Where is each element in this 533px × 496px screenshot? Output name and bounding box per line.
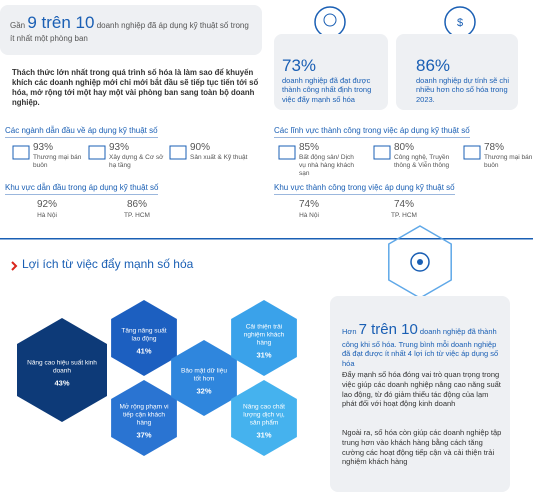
section-title: Khu vực thành công trong việc áp dụng kỹ… <box>274 183 455 195</box>
header-highlight: 9 trên 10 <box>27 13 95 32</box>
item-value: 92% <box>36 199 57 210</box>
benefit-label: Cải thiện trải nghiệm khách hàng <box>243 323 285 347</box>
stat-box <box>396 34 518 110</box>
benefit-value: 41% <box>136 346 152 356</box>
benefit: Nâng cao hiệu suất kinh doanh 43% <box>27 360 97 389</box>
summary-highlight: 7 trên 10 <box>358 321 418 338</box>
item-label: Bất động sản/ Dịch vụ nhà hàng khách sạn <box>299 154 354 177</box>
sector-icon <box>88 145 106 160</box>
item-value: 93% <box>109 142 130 153</box>
header-box <box>0 5 262 55</box>
item-label: Hà Nội <box>37 212 57 219</box>
sector-icon <box>463 145 481 160</box>
header-body: doanh nghiệp đã áp dụng kỹ thuật số tron… <box>10 21 249 44</box>
header-text: Gần 9 trên 10 doanh nghiệp đã áp dụng kỹ… <box>10 12 255 44</box>
stat-value: 73% <box>282 56 317 75</box>
benefit-label: Mở rộng phạm vi tiếp cận khách hàng <box>119 403 169 427</box>
summary-body: doanh nghiệp đã thành công khi số hóa. T… <box>342 327 499 368</box>
divider <box>0 238 533 240</box>
item-value: 90% <box>190 142 211 153</box>
item-label: Thương mại bán buôn <box>484 154 533 169</box>
benefit-value: 32% <box>196 386 212 396</box>
section-title: Các ngành dẫn đầu về áp dụng kỹ thuật số <box>5 126 158 138</box>
item-value: 74% <box>298 199 319 210</box>
item-label: Thương mại bán buôn <box>33 154 82 169</box>
header-prefix: Gần <box>10 21 26 30</box>
benefit-label: Tăng năng suất lao động <box>121 327 167 343</box>
sector-icon <box>169 145 187 160</box>
item-label: TP. HCM <box>124 212 150 219</box>
item-label: TP. HCM <box>391 212 417 219</box>
benefit: Cải thiện trải nghiệm khách hàng 31% <box>238 324 289 361</box>
chevron <box>11 261 18 271</box>
sector-icon <box>373 145 391 160</box>
paragraph: Đẩy mạnh số hóa đóng vai trò quan trọng … <box>342 370 501 409</box>
stat: 86% doanh nghiệp dự tính sẽ chi nhiều hơ… <box>416 56 512 104</box>
section-title: Khu vực dẫn đầu trong áp dụng kỹ thuật s… <box>5 183 159 195</box>
benefit-label: Nâng cao chất lượng dịch vụ, sản phẩm <box>243 403 285 427</box>
benefit-hexagon <box>231 300 297 376</box>
benefit: Mở rộng phạm vi tiếp cận khách hàng 37% <box>118 404 169 441</box>
benefit: Nâng cao chất lượng dịch vụ, sản phẩm 31% <box>238 404 289 441</box>
item-value: 86% <box>126 199 147 210</box>
benefit-label: Bảo mật dữ liệu tốt hơn <box>181 367 227 383</box>
section-title: Các lĩnh vực thành công trong việc áp dụ… <box>274 126 470 138</box>
benefit-label: Nâng cao hiệu suất kinh doanh <box>27 359 97 375</box>
summary-prefix: Hơn <box>342 327 357 336</box>
item-value: 80% <box>394 142 415 153</box>
benefit: Tăng năng suất lao động 41% <box>118 328 169 357</box>
item-label: Sản xuất & Kỹ thuật <box>190 154 248 161</box>
benefit-value: 31% <box>256 431 272 440</box>
item-label: Xây dựng & Cơ sở hạ tầng <box>109 154 164 169</box>
gear-icon <box>417 259 423 265</box>
money-icon: $ <box>457 17 463 29</box>
paragraph: Ngoài ra, số hóa còn giúp các doanh nghi… <box>342 428 502 467</box>
stat-text: doanh nghiệp dự tính sẽ chi nhiều hơn ch… <box>416 76 510 104</box>
stat: 73% doanh nghiệp đã đạt được thành công … <box>282 56 382 104</box>
gear-icon <box>410 252 430 272</box>
sector-icon <box>12 145 30 160</box>
benefit: Bảo mật dữ liệu tốt hơn 32% <box>178 368 229 397</box>
stat-box <box>274 34 388 110</box>
benefit-hexagon <box>231 380 297 456</box>
summary-box <box>330 296 510 492</box>
medal-icon <box>314 6 346 38</box>
challenge-text: Thách thức lớn nhất trong quá trình số h… <box>12 68 259 108</box>
item-value: 78% <box>484 142 505 153</box>
sector-icon <box>278 145 296 160</box>
medal-icon <box>323 13 337 27</box>
item-value: 85% <box>299 142 320 153</box>
stat-value: 86% <box>416 56 451 75</box>
benefit-hexagon <box>111 300 177 376</box>
benefit-value: 31% <box>256 351 272 360</box>
item-value: 93% <box>33 142 54 153</box>
summary: Hơn 7 trên 10 doanh nghiệp đã thành công… <box>342 320 502 369</box>
benefit-hexagon <box>17 318 107 422</box>
benefit-hexagon <box>171 340 237 416</box>
benefit-hexagon <box>111 380 177 456</box>
benefit-value: 37% <box>136 431 152 440</box>
item-value: 74% <box>393 199 414 210</box>
benefit-value: 43% <box>54 378 70 388</box>
stat-text: doanh nghiệp đã đạt được thành công nhất… <box>282 76 372 104</box>
item-label: Hà Nội <box>299 212 319 219</box>
item-label: Công nghệ, Truyền thông & Viễn thông <box>394 154 450 169</box>
benefits-title: Lợi ích từ việc đẩy mạnh số hóa <box>22 257 194 271</box>
